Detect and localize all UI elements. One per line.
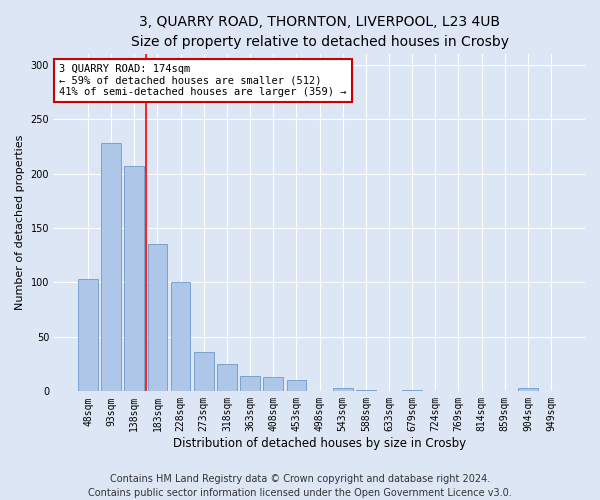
Bar — [171, 282, 190, 392]
Bar — [356, 390, 376, 392]
Bar — [124, 166, 144, 392]
Bar — [240, 376, 260, 392]
Bar — [518, 388, 538, 392]
Bar — [263, 377, 283, 392]
Bar — [78, 279, 98, 392]
Bar — [402, 390, 422, 392]
Bar — [217, 364, 237, 392]
X-axis label: Distribution of detached houses by size in Crosby: Distribution of detached houses by size … — [173, 437, 466, 450]
Y-axis label: Number of detached properties: Number of detached properties — [15, 135, 25, 310]
Text: Contains HM Land Registry data © Crown copyright and database right 2024.
Contai: Contains HM Land Registry data © Crown c… — [88, 474, 512, 498]
Bar — [287, 380, 306, 392]
Bar — [333, 388, 353, 392]
Title: 3, QUARRY ROAD, THORNTON, LIVERPOOL, L23 4UB
Size of property relative to detach: 3, QUARRY ROAD, THORNTON, LIVERPOOL, L23… — [131, 15, 509, 48]
Bar — [148, 244, 167, 392]
Bar — [101, 143, 121, 392]
Bar — [194, 352, 214, 392]
Text: 3 QUARRY ROAD: 174sqm
← 59% of detached houses are smaller (512)
41% of semi-det: 3 QUARRY ROAD: 174sqm ← 59% of detached … — [59, 64, 347, 97]
